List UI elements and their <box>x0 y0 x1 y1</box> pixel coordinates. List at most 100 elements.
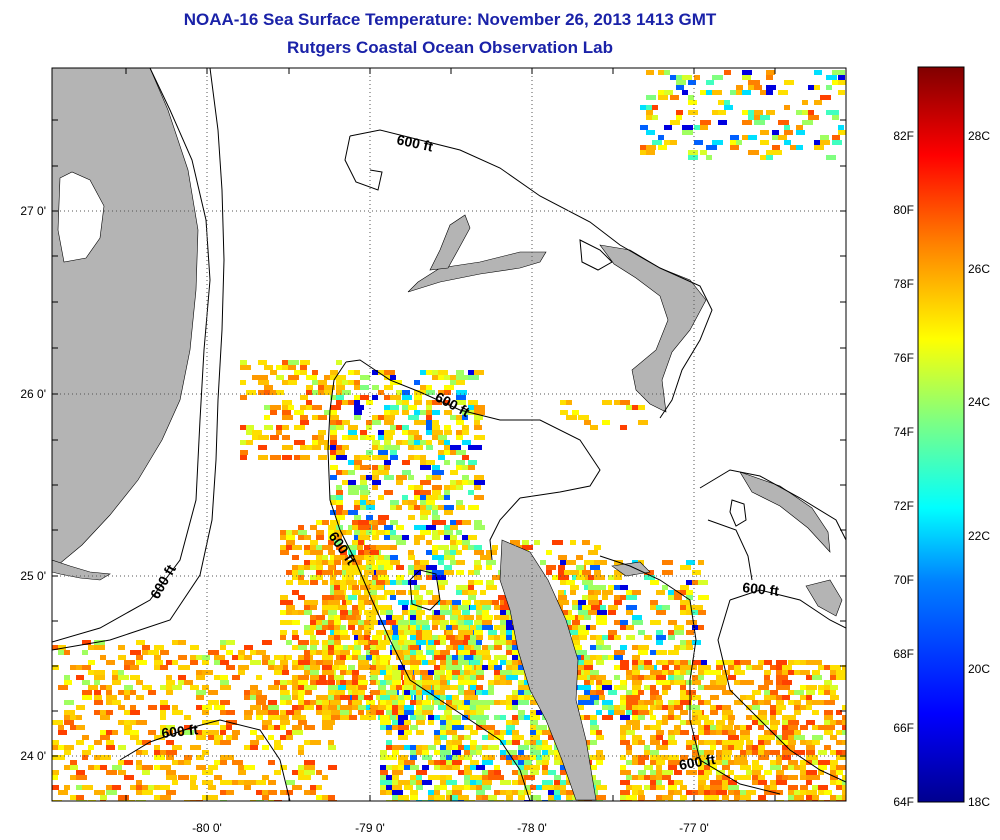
sst-pixel <box>524 690 531 695</box>
sst-pixel <box>470 605 479 610</box>
sst-pixel <box>328 640 334 645</box>
sst-pixel <box>718 110 726 115</box>
sst-pixel <box>464 765 473 770</box>
sst-pixel <box>686 740 697 745</box>
sst-pixel <box>776 710 782 715</box>
sst-pixel <box>346 580 357 585</box>
sst-pixel <box>560 770 568 775</box>
sst-pixel <box>422 680 430 685</box>
sst-pixel <box>148 730 156 735</box>
sst-pixel <box>328 625 339 630</box>
sst-pixel <box>390 595 396 600</box>
sst-pixel <box>282 400 292 405</box>
sst-pixel <box>470 710 480 715</box>
sst-pixel <box>100 795 107 800</box>
sst-pixel <box>530 765 540 770</box>
sst-pixel <box>380 765 387 770</box>
sst-pixel <box>136 720 147 725</box>
sst-pixel <box>340 695 350 700</box>
sst-pixel <box>414 455 425 460</box>
sst-pixel <box>830 765 838 770</box>
sst-pixel <box>530 725 537 730</box>
sst-pixel <box>366 475 373 480</box>
sst-pixel <box>386 710 393 715</box>
sst-pixel <box>444 710 452 715</box>
sst-pixel <box>512 770 520 775</box>
sst-pixel <box>428 795 437 800</box>
sst-pixel <box>364 550 372 555</box>
sst-pixel <box>470 675 478 680</box>
sst-pixel <box>336 400 343 405</box>
sst-pixel <box>340 615 350 620</box>
sst-pixel <box>352 700 360 705</box>
sst-pixel <box>680 730 689 735</box>
sst-pixel <box>292 545 302 550</box>
sst-pixel <box>292 570 301 575</box>
sst-pixel <box>704 740 715 745</box>
sst-pixel <box>468 375 479 380</box>
sst-pixel <box>446 755 456 760</box>
sst-pixel <box>698 775 709 780</box>
sst-pixel <box>136 780 142 785</box>
sst-pixel <box>594 575 605 580</box>
sst-pixel <box>476 745 482 750</box>
sst-pixel <box>650 705 658 710</box>
sst-pixel <box>812 725 819 730</box>
sst-pixel <box>710 710 718 715</box>
sst-pixel <box>838 70 845 75</box>
sst-pixel <box>166 750 177 755</box>
sst-pixel <box>426 440 432 445</box>
sst-pixel <box>444 490 450 495</box>
sst-pixel <box>716 680 727 685</box>
sst-pixel <box>566 560 576 565</box>
sst-pixel <box>588 550 598 555</box>
sst-pixel <box>292 565 301 570</box>
sst-pixel <box>784 80 794 85</box>
sst-pixel <box>806 760 817 765</box>
sst-pixel <box>396 480 403 485</box>
sst-pixel <box>376 655 382 660</box>
sst-pixel <box>474 435 485 440</box>
sst-pixel <box>832 115 839 120</box>
sst-pixel <box>836 755 846 760</box>
sst-pixel <box>106 745 115 750</box>
sst-pixel <box>346 575 353 580</box>
sst-pixel <box>426 415 432 420</box>
sst-pixel <box>614 575 622 580</box>
sst-pixel <box>410 790 418 795</box>
sst-pixel <box>154 645 164 650</box>
sst-pixel <box>196 730 206 735</box>
sst-pixel <box>268 715 277 720</box>
sst-pixel <box>286 730 292 735</box>
sst-pixel <box>692 745 699 750</box>
sst-pixel <box>608 690 617 695</box>
sst-pixel <box>716 660 726 665</box>
sst-pixel <box>632 700 641 705</box>
sst-pixel <box>626 610 633 615</box>
sst-pixel <box>596 680 602 685</box>
sst-pixel <box>166 725 175 730</box>
sst-pixel <box>782 670 792 675</box>
sst-pixel <box>292 530 302 535</box>
sst-pixel <box>680 645 690 650</box>
sst-pixel <box>766 110 775 115</box>
sst-pixel <box>728 665 739 670</box>
sst-pixel <box>396 400 407 405</box>
sst-pixel <box>402 440 413 445</box>
sst-pixel <box>384 435 393 440</box>
sst-pixel <box>276 425 286 430</box>
sst-pixel <box>670 120 680 125</box>
sst-pixel <box>620 755 626 760</box>
sst-pixel <box>450 380 457 385</box>
sst-pixel <box>372 475 379 480</box>
sst-pixel <box>602 595 608 600</box>
sst-pixel <box>470 640 480 645</box>
sst-pixel <box>776 705 786 710</box>
sst-pixel <box>392 710 401 715</box>
sst-pixel <box>554 790 562 795</box>
sst-pixel <box>650 725 661 730</box>
sst-pixel <box>450 520 456 525</box>
sst-pixel <box>420 670 428 675</box>
sst-pixel <box>836 720 843 725</box>
sst-pixel <box>644 745 650 750</box>
